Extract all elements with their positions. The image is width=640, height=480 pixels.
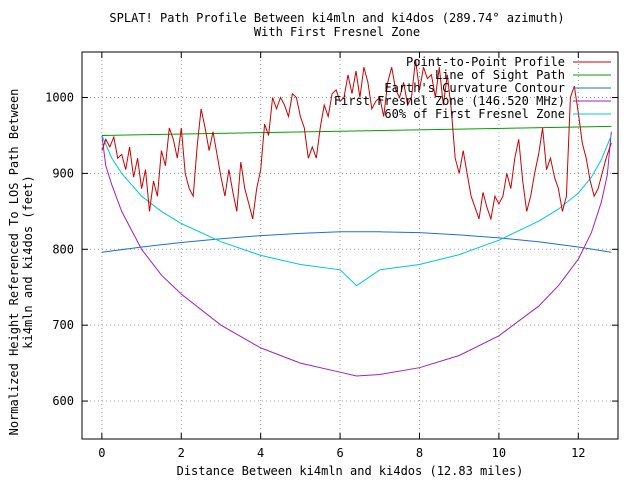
y-axis-label-line2: ki4mln and ki4dos (feet) bbox=[21, 175, 35, 348]
series-line-line-of-sight-path bbox=[101, 125, 612, 136]
legend-label: First Fresnel Zone (146.520 MHz) bbox=[334, 94, 565, 108]
legend-label: Earth's Curvature Contour bbox=[384, 81, 565, 95]
x-tick-label: 10 bbox=[492, 446, 506, 460]
axis-ticks: 0 2 4 6 8 10 12 600 700 800 900 1000 bbox=[45, 52, 618, 460]
x-tick-label: 6 bbox=[336, 446, 343, 460]
x-tick-label: 0 bbox=[98, 446, 105, 460]
series-line-point-to-point-profile bbox=[101, 59, 612, 221]
series-lines bbox=[101, 59, 612, 377]
y-tick-label: 1000 bbox=[45, 91, 74, 105]
series-line-first-fresnel-zone-146-520-mhz bbox=[101, 131, 612, 377]
x-tick-label: 8 bbox=[416, 446, 423, 460]
y-tick-label: 900 bbox=[52, 166, 74, 180]
y-tick-label: 800 bbox=[52, 242, 74, 256]
x-tick-label: 2 bbox=[178, 446, 185, 460]
x-axis-label: Distance Between ki4mln and ki4dos (12.8… bbox=[177, 464, 524, 478]
y-axis-label-line1: Normalized Height Referenced To LOS Path… bbox=[7, 89, 21, 436]
chart-title: SPLAT! Path Profile Between ki4mln and k… bbox=[109, 11, 564, 25]
legend-label: Line of Sight Path bbox=[435, 68, 565, 82]
plot-frame bbox=[81, 51, 619, 440]
x-tick-label: 12 bbox=[571, 446, 585, 460]
y-tick-label: 700 bbox=[52, 318, 74, 332]
series-line-earth-s-curvature-contour bbox=[101, 231, 612, 253]
series-line-60-of-first-fresnel-zone bbox=[101, 135, 612, 287]
chart-subtitle: With First Fresnel Zone bbox=[254, 25, 420, 39]
legend-label: Point-to-Point Profile bbox=[406, 55, 565, 69]
x-tick-label: 4 bbox=[257, 446, 264, 460]
legend-label: 60% of First Fresnel Zone bbox=[384, 107, 565, 121]
y-tick-label: 600 bbox=[52, 394, 74, 408]
